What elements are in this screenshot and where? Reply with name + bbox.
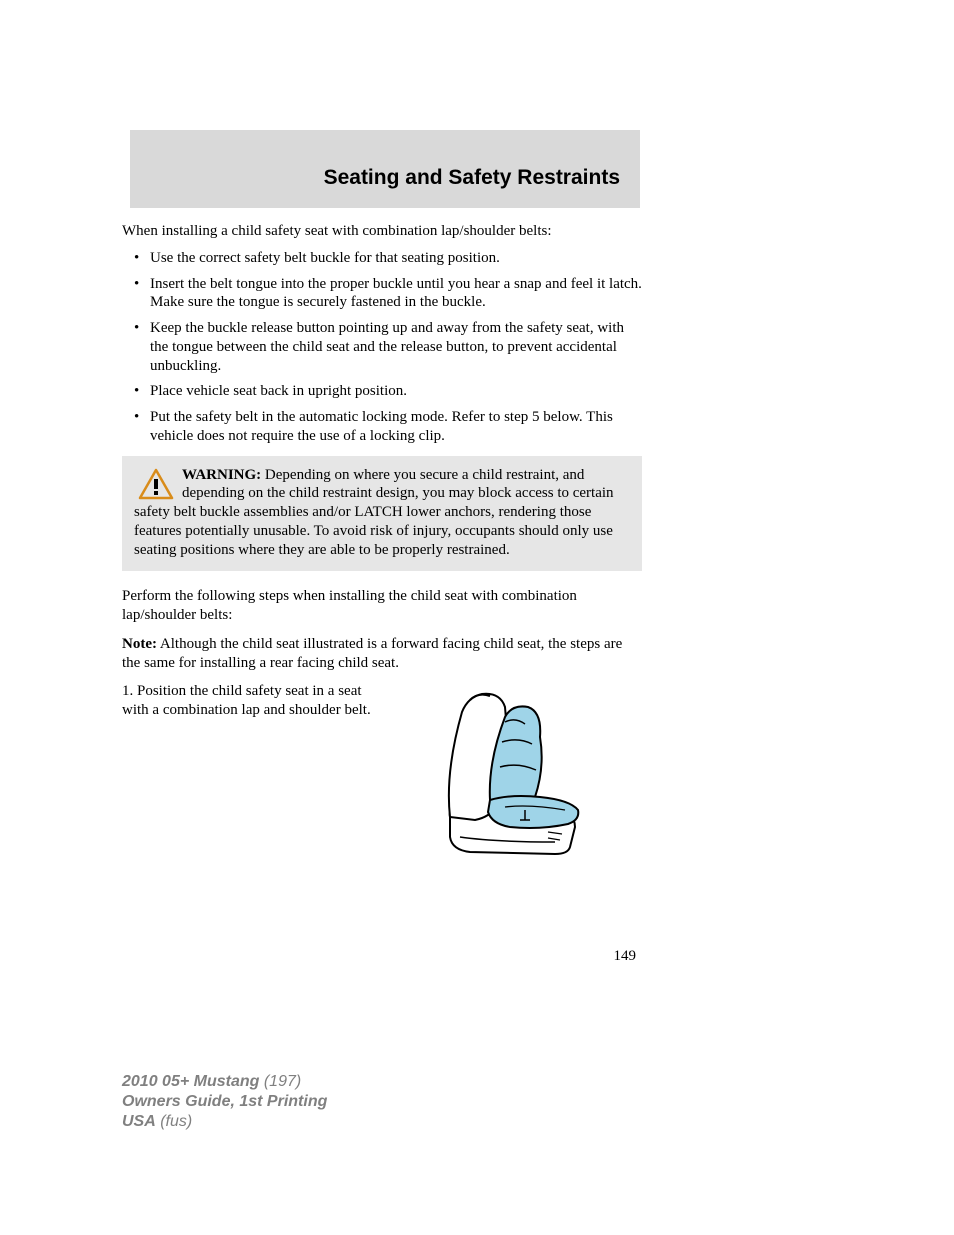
- section-title: Seating and Safety Restraints: [324, 166, 620, 190]
- footer: 2010 05+ Mustang (197) Owners Guide, 1st…: [122, 1072, 327, 1132]
- step-1-row: 1. Position the child safety seat in a s…: [122, 682, 642, 872]
- footer-line-1: 2010 05+ Mustang (197): [122, 1072, 327, 1092]
- intro-text: When installing a child safety seat with…: [122, 222, 642, 241]
- list-item: Insert the belt tongue into the proper b…: [122, 275, 642, 313]
- footer-line-3: USA (fus): [122, 1112, 327, 1132]
- header-band: Seating and Safety Restraints: [130, 130, 640, 208]
- warning-label: WARNING:: [182, 467, 261, 483]
- footer-code: (197): [259, 1073, 301, 1090]
- warning-triangle-icon: [138, 468, 174, 500]
- page-content: When installing a child safety seat with…: [122, 222, 642, 872]
- child-seat-illustration: [397, 682, 642, 872]
- page-number: 149: [614, 948, 637, 965]
- footer-line-2: Owners Guide, 1st Printing: [122, 1092, 327, 1112]
- bullet-list: Use the correct safety belt buckle for t…: [122, 249, 642, 446]
- step-1-text: 1. Position the child safety seat in a s…: [122, 682, 377, 720]
- list-item: Keep the buckle release button pointing …: [122, 319, 642, 375]
- footer-region-code: (fus): [156, 1113, 192, 1130]
- note-text: Although the child seat illustrated is a…: [122, 636, 622, 671]
- footer-region: USA: [122, 1113, 156, 1130]
- note-paragraph: Note: Although the child seat illustrate…: [122, 635, 642, 673]
- footer-guide: Owners Guide, 1st Printing: [122, 1093, 327, 1110]
- warning-box: WARNING: Depending on where you secure a…: [122, 456, 642, 572]
- list-item: Put the safety belt in the automatic loc…: [122, 408, 642, 446]
- footer-model: 2010 05+ Mustang: [122, 1073, 259, 1090]
- list-item: Place vehicle seat back in upright posit…: [122, 382, 642, 401]
- note-label: Note:: [122, 636, 157, 652]
- perform-paragraph: Perform the following steps when install…: [122, 587, 642, 625]
- list-item: Use the correct safety belt buckle for t…: [122, 249, 642, 268]
